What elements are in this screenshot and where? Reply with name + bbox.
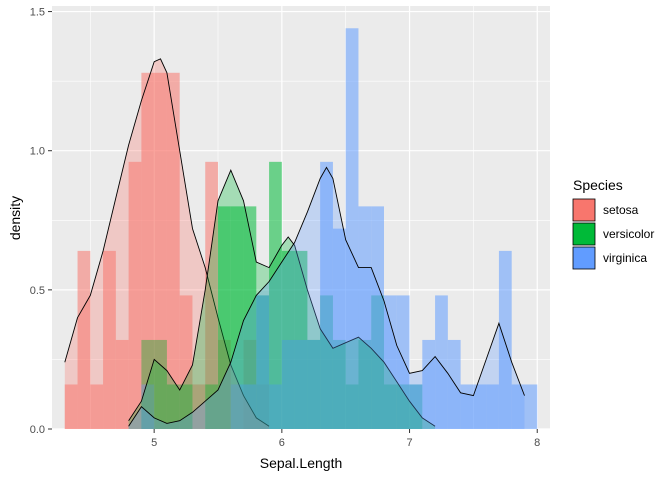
histogram-bar-setosa xyxy=(115,339,129,429)
density-area-setosa xyxy=(64,58,270,430)
density-area-virginica xyxy=(128,167,525,429)
histogram-bar-virginica xyxy=(422,339,436,429)
density-curve-versicolor xyxy=(128,169,436,427)
histogram-bar-virginica xyxy=(307,339,321,429)
histogram-bar-virginica xyxy=(384,295,397,429)
y-tick-label: 0.5 xyxy=(30,285,45,297)
legend-key-setosa xyxy=(572,198,596,222)
histogram-bar-versicolor xyxy=(179,384,193,429)
histogram-bar-versicolor xyxy=(243,206,257,429)
x-tick-label: 8 xyxy=(534,437,540,449)
y-axis-ticks: 0.0 0.5 1.0 1.5 xyxy=(30,7,52,436)
legend-label-setosa: setosa xyxy=(603,203,639,217)
y-tick-label: 0.0 xyxy=(30,424,45,436)
x-tick-label: 5 xyxy=(151,437,157,449)
x-axis-title: Sepal.Length xyxy=(260,455,343,471)
legend-key-virginica xyxy=(572,246,596,270)
histogram-bar-setosa xyxy=(205,161,218,429)
legend-label-versicolor: versicolor xyxy=(603,227,654,241)
histogram-bar-setosa xyxy=(166,72,180,429)
histogram-bar-versicolor xyxy=(166,384,180,429)
density-curve-setosa xyxy=(64,58,270,427)
density-area-versicolor xyxy=(128,170,436,429)
histogram-bar-virginica xyxy=(281,339,295,429)
histogram-bar-virginica xyxy=(371,206,384,429)
histogram-bar-virginica xyxy=(511,384,525,429)
histogram-bar-virginica xyxy=(460,384,474,429)
y-axis-title: density xyxy=(7,196,23,240)
histogram-bar-versicolor xyxy=(218,206,231,429)
x-tick-label: 6 xyxy=(279,437,285,449)
density-curves xyxy=(64,58,525,430)
histogram-bar-setosa xyxy=(90,384,104,429)
histogram-bar-setosa xyxy=(64,384,78,429)
histogram-bar-setosa xyxy=(128,161,142,429)
histogram-bar-virginica xyxy=(320,161,333,429)
histogram-bar-virginica xyxy=(498,250,512,429)
histogram-bar-setosa xyxy=(103,250,116,429)
histogram-bar-virginica xyxy=(409,384,423,429)
histogram-bar-virginica xyxy=(524,384,538,429)
histogram-bar-virginica xyxy=(345,28,359,430)
histogram-bar-virginica xyxy=(473,384,487,429)
histogram-bar-virginica xyxy=(486,384,499,429)
x-tick-label: 7 xyxy=(406,437,412,449)
histogram-bar-versicolor xyxy=(205,384,218,429)
histogram-bar-virginica xyxy=(269,384,282,429)
histogram-bar-virginica xyxy=(230,384,244,429)
histogram-bar-virginica xyxy=(141,384,155,429)
histogram-bar-virginica xyxy=(256,295,270,429)
histogram-bar-setosa xyxy=(77,250,91,429)
histogram-bar-virginica xyxy=(358,206,372,429)
histogram-bar-virginica xyxy=(447,339,461,429)
legend-label-virginica: virginica xyxy=(603,251,647,265)
histogram-bar-virginica xyxy=(294,339,308,429)
legend: Species setosa versicolor virginica xyxy=(572,177,654,270)
y-tick-label: 1.0 xyxy=(30,146,45,158)
histogram-bar-versicolor xyxy=(269,161,282,429)
histogram-bar-virginica xyxy=(332,228,346,429)
histogram-bars xyxy=(64,28,538,430)
y-tick-label: 1.5 xyxy=(30,7,45,19)
density-curve-virginica xyxy=(128,166,525,427)
legend-title: Species xyxy=(573,177,623,193)
legend-key-versicolor xyxy=(572,222,596,246)
x-axis-ticks: 5 6 7 8 xyxy=(151,429,540,449)
histogram-bar-virginica xyxy=(435,295,448,429)
